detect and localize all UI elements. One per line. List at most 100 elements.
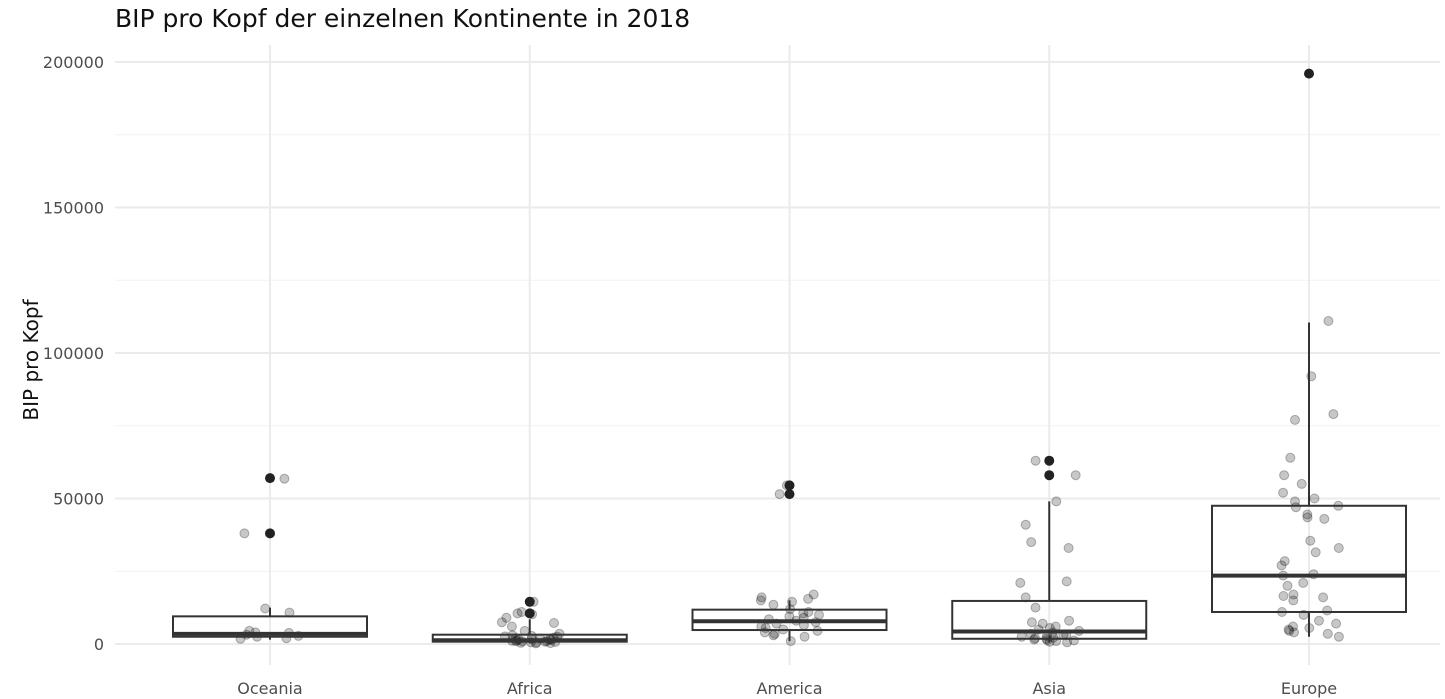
data-point xyxy=(1322,605,1333,616)
data-point xyxy=(768,630,779,641)
data-point xyxy=(1278,487,1289,498)
data-point xyxy=(1290,502,1301,513)
data-point xyxy=(774,489,785,500)
chart-title: BIP pro Kopf der einzelnen Kontinente in… xyxy=(115,4,691,33)
y-tick-label: 100000 xyxy=(43,344,104,363)
data-point xyxy=(1279,556,1290,567)
data-point xyxy=(1030,455,1041,466)
data-point xyxy=(1331,618,1342,629)
data-point xyxy=(1051,496,1062,507)
data-point xyxy=(1290,414,1300,425)
data-point xyxy=(1289,627,1299,638)
data-point xyxy=(1333,631,1344,642)
box-body xyxy=(951,599,1148,640)
x-tick-label: Europe xyxy=(1281,679,1337,698)
data-point xyxy=(1026,537,1037,548)
data-point xyxy=(1026,617,1037,628)
data-point xyxy=(1030,602,1041,613)
x-tick-label: America xyxy=(757,679,823,698)
data-point xyxy=(1305,535,1316,546)
data-point xyxy=(785,636,796,647)
outlier-point xyxy=(1304,68,1314,79)
data-point xyxy=(1276,560,1287,571)
data-point xyxy=(1282,580,1293,591)
outlier-point xyxy=(1044,455,1055,466)
data-point xyxy=(1328,409,1339,420)
data-point xyxy=(279,473,290,484)
data-point xyxy=(1284,625,1295,636)
data-point xyxy=(501,612,512,623)
data-point xyxy=(1070,470,1081,481)
data-point xyxy=(1048,632,1059,643)
box-body xyxy=(1211,504,1407,613)
data-point xyxy=(1309,493,1320,504)
data-point xyxy=(549,618,559,628)
box-america xyxy=(691,600,888,642)
outlier-point xyxy=(524,596,535,607)
data-point xyxy=(1333,543,1344,553)
data-point xyxy=(1314,615,1324,626)
data-point xyxy=(260,603,271,614)
data-point xyxy=(1288,621,1298,632)
outliers xyxy=(265,68,1314,619)
outlier-point xyxy=(524,608,535,619)
data-point xyxy=(496,617,507,628)
x-tick-label: Oceania xyxy=(237,679,302,698)
data-point xyxy=(1020,519,1031,530)
data-point xyxy=(1323,316,1334,326)
data-point xyxy=(1285,452,1296,463)
y-tick-label: 200000 xyxy=(43,53,104,72)
x-tick-label: Africa xyxy=(507,679,553,698)
box-oceania xyxy=(172,607,368,640)
data-point xyxy=(1296,478,1307,489)
data-point xyxy=(512,608,523,619)
data-point xyxy=(1319,513,1330,524)
outlier-point xyxy=(265,473,275,484)
y-axis-label: BIP pro Kopf xyxy=(19,298,43,420)
data-point xyxy=(803,593,814,604)
box-body xyxy=(172,615,368,638)
data-point xyxy=(768,599,779,610)
data-point xyxy=(1279,470,1290,481)
data-point xyxy=(808,589,819,600)
data-point xyxy=(1310,547,1321,558)
data-point xyxy=(799,631,810,642)
data-point xyxy=(1288,589,1299,600)
data-point xyxy=(1288,595,1299,606)
box-asia xyxy=(951,501,1148,643)
data-point xyxy=(1016,631,1027,642)
data-point xyxy=(1063,543,1074,553)
outlier-point xyxy=(784,480,795,491)
data-point xyxy=(1278,591,1289,601)
outlier-point xyxy=(265,528,275,539)
outlier-point xyxy=(1044,470,1055,481)
major-gridlines xyxy=(115,45,1440,665)
x-tick-labels: Oceania Africa America Asia Europe xyxy=(237,679,1337,698)
data-point xyxy=(1322,628,1333,639)
y-tick-labels: 0 50000 100000 150000 200000 xyxy=(43,53,104,654)
y-tick-label: 150000 xyxy=(43,199,104,218)
data-point xyxy=(756,592,767,603)
data-point xyxy=(1318,592,1329,603)
data-point xyxy=(1283,624,1294,635)
box-africa xyxy=(431,619,628,644)
x-tick-label: Asia xyxy=(1032,679,1066,698)
data-point xyxy=(1302,512,1313,523)
box-europe xyxy=(1211,322,1407,637)
y-tick-label: 0 xyxy=(94,635,104,654)
data-point xyxy=(1302,509,1313,520)
data-point xyxy=(755,595,766,606)
y-tick-label: 50000 xyxy=(53,490,104,509)
data-point xyxy=(1064,615,1075,626)
boxes xyxy=(172,322,1407,644)
data-point xyxy=(239,528,250,539)
outlier-point xyxy=(784,489,795,500)
data-point xyxy=(1015,577,1026,588)
data-point xyxy=(1061,576,1072,587)
data-point xyxy=(506,621,517,632)
data-point xyxy=(1037,618,1048,629)
minor-gridlines xyxy=(115,134,1440,572)
data-point xyxy=(1298,577,1309,588)
